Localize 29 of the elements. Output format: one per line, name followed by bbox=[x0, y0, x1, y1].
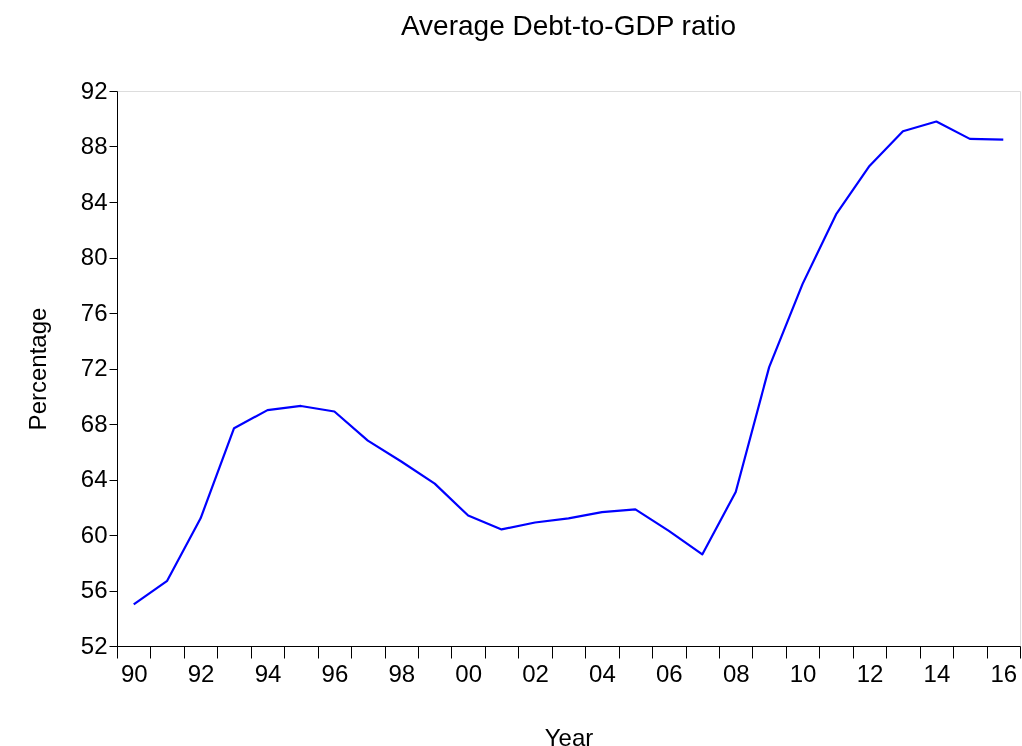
y-tick-label: 92 bbox=[80, 76, 108, 104]
x-tick-label: 02 bbox=[522, 659, 549, 687]
y-tick-label: 88 bbox=[80, 132, 108, 159]
y-tick-label: 56 bbox=[80, 576, 108, 603]
y-tick-label: 64 bbox=[80, 465, 108, 492]
line-series bbox=[132, 120, 1005, 606]
x-axis-title: Year bbox=[544, 723, 594, 746]
x-tick-label: 94 bbox=[254, 659, 282, 687]
x-tick-label: 06 bbox=[655, 659, 683, 687]
x-tick-label: 16 bbox=[990, 659, 1018, 687]
x-tick-label: 08 bbox=[722, 659, 750, 687]
x-tick-label: 12 bbox=[856, 659, 884, 687]
x-tick-label: 98 bbox=[388, 659, 416, 687]
y-tick-label: 84 bbox=[80, 187, 108, 215]
y-tick-label: 72 bbox=[80, 354, 108, 381]
x-tick-label: 92 bbox=[187, 659, 215, 687]
x-tick-label: 00 bbox=[455, 659, 483, 687]
y-tick-label: 76 bbox=[80, 298, 108, 326]
y-tick-label: 80 bbox=[80, 243, 108, 270]
y-tick-label: 68 bbox=[80, 409, 108, 437]
x-tick-label: 14 bbox=[923, 659, 951, 687]
y-axis-title: Percentage bbox=[23, 307, 51, 431]
x-tick-label: 10 bbox=[789, 659, 817, 687]
x-tick-label: 04 bbox=[589, 659, 616, 687]
x-tick-label: 96 bbox=[321, 659, 349, 687]
y-tick-label: 60 bbox=[80, 520, 108, 548]
chart-title: Average Debt-to-GDP ratio bbox=[400, 10, 737, 41]
y-tick-label: 52 bbox=[80, 631, 108, 659]
x-tick-label: 90 bbox=[120, 659, 148, 687]
